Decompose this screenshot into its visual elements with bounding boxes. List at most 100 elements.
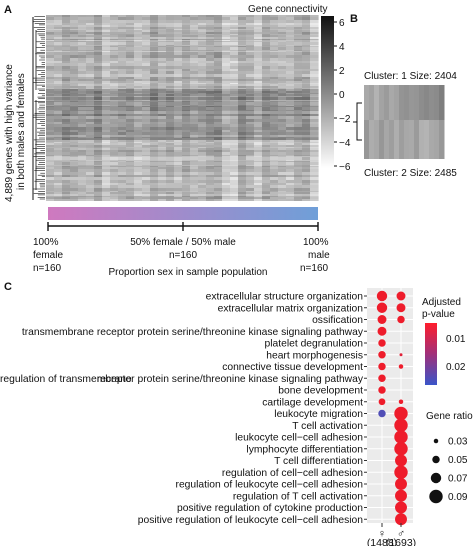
cluster-2-cell	[409, 120, 415, 159]
heatmap-cell	[110, 63, 119, 66]
heatmap-cell	[110, 71, 119, 74]
heatmap-cell	[150, 61, 159, 63]
heatmap-cell	[310, 165, 319, 166]
heatmap-cell	[286, 100, 295, 101]
heatmap-cell	[190, 27, 199, 29]
heatmap-cell	[174, 152, 183, 155]
heatmap-cell	[302, 84, 311, 86]
heatmap-cell	[142, 172, 151, 175]
heatmap-cell	[126, 20, 135, 23]
heatmap-cell	[174, 77, 183, 79]
heatmap-cell	[54, 35, 63, 37]
heatmap-cell	[278, 192, 287, 194]
heatmap-cell	[102, 77, 111, 79]
heatmap-cell	[86, 199, 95, 201]
heatmap-cell	[134, 20, 143, 23]
heatmap-cell	[102, 83, 111, 84]
heatmap-cell	[286, 55, 295, 58]
heatmap-cell	[190, 35, 199, 37]
heatmap-cell	[190, 63, 199, 66]
heatmap-cell	[190, 51, 199, 52]
heatmap-cell	[166, 192, 175, 194]
heatmap-cell	[198, 196, 207, 197]
heatmap-cell	[134, 93, 143, 94]
heatmap-cell	[222, 185, 231, 188]
heatmap-cell	[278, 83, 287, 84]
heatmap-cell	[166, 40, 175, 41]
heatmap-cell	[150, 107, 159, 110]
heatmap-cell	[214, 116, 223, 119]
heatmap-cell	[222, 102, 231, 105]
heatmap-cell	[286, 34, 295, 35]
heatmap-cell	[214, 127, 223, 130]
heatmap-cell	[294, 119, 303, 122]
heatmap-cell	[262, 34, 271, 35]
heatmap-cell	[54, 111, 63, 114]
heatmap-cell	[262, 127, 271, 130]
heatmap-cell	[62, 137, 71, 138]
heatmap-cell	[310, 96, 319, 97]
heatmap-cell	[238, 110, 247, 111]
heatmap-cell	[118, 46, 127, 47]
heatmap-cell	[54, 89, 63, 91]
heatmap-cell	[46, 58, 55, 61]
heatmap-cell	[206, 111, 215, 114]
heatmap-cell	[134, 183, 143, 185]
heatmap-cell	[198, 183, 207, 185]
heatmap-cell	[238, 199, 247, 201]
heatmap-cell	[46, 29, 55, 30]
heatmap-cell	[158, 135, 167, 137]
heatmap-cell	[270, 155, 279, 156]
heatmap-cell	[118, 152, 127, 155]
heatmap-cell	[198, 52, 207, 55]
heatmap-cell	[94, 20, 103, 23]
heatmap-cell	[70, 23, 79, 25]
heatmap-cell	[262, 138, 271, 140]
heatmap-cell	[126, 199, 135, 201]
heatmap-cell	[166, 35, 175, 37]
heatmap-cell	[134, 74, 143, 77]
cluster-1-cell	[384, 85, 390, 120]
heatmap-cell	[294, 37, 303, 39]
heatmap-cell	[238, 124, 247, 127]
heatmap-cell	[126, 46, 135, 47]
heatmap-cell	[214, 122, 223, 124]
heatmap-cell	[254, 199, 263, 201]
heatmap-cell	[230, 25, 239, 27]
heatmap-cell	[134, 71, 143, 74]
heatmap-cell	[190, 137, 199, 138]
heatmap-cell	[246, 71, 255, 74]
heatmap-cell	[110, 97, 119, 100]
heatmap-cell	[70, 157, 79, 160]
heatmap-cell	[166, 37, 175, 39]
heatmap-cell	[254, 100, 263, 101]
heatmap-cell	[102, 35, 111, 37]
heatmap-cell	[222, 35, 231, 37]
heatmap-cell	[198, 20, 207, 23]
heatmap-cell	[54, 42, 63, 45]
heatmap-cell	[198, 140, 207, 142]
heatmap-cell	[62, 116, 71, 119]
heatmap-cell	[126, 61, 135, 63]
heatmap-cell	[190, 83, 199, 84]
heatmap-cell	[182, 175, 191, 177]
heatmap-cell	[78, 83, 87, 84]
heatmap-cell	[286, 152, 295, 155]
heatmap-cell	[182, 50, 191, 51]
heatmap-cell	[166, 114, 175, 116]
heatmap-cell	[142, 138, 151, 140]
heatmap-cell	[78, 199, 87, 201]
heatmap-cell	[118, 166, 127, 167]
heatmap-cell	[70, 93, 79, 94]
heatmap-cell	[270, 69, 279, 71]
heatmap-cell	[150, 81, 159, 83]
heatmap-cell	[278, 161, 287, 162]
heatmap-cell	[150, 142, 159, 143]
heatmap-cell	[86, 93, 95, 94]
heatmap-cell	[70, 17, 79, 20]
heatmap-cell	[174, 107, 183, 110]
heatmap-cell	[270, 148, 279, 150]
heatmap-cell	[150, 127, 159, 130]
heatmap-cell	[182, 185, 191, 188]
heatmap-cell	[134, 142, 143, 143]
